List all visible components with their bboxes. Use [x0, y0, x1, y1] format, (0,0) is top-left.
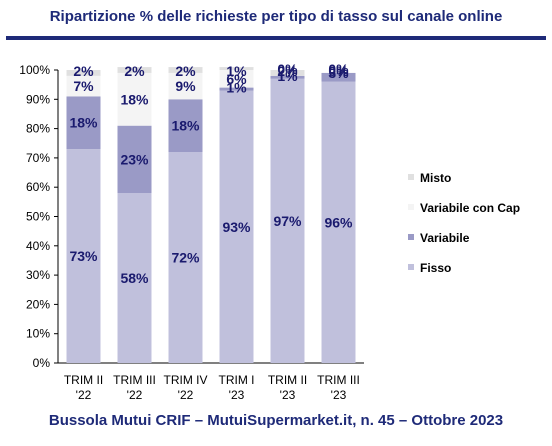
chart-title: Ripartizione % delle richieste per tipo … — [49, 8, 503, 25]
bar-fisso — [270, 78, 305, 363]
bar-misto — [270, 70, 305, 76]
data-label: 2% — [124, 63, 145, 79]
title-rule — [6, 36, 546, 40]
x-tick-label: '23 — [331, 388, 347, 402]
bar-variabile — [270, 75, 305, 79]
bar-variabile-con-cap — [117, 72, 152, 126]
data-label: 6% — [226, 71, 247, 87]
bar-variabile — [321, 72, 356, 82]
data-label: 23% — [120, 151, 149, 167]
y-tick-label: 70% — [26, 151, 50, 165]
bar-fisso — [219, 90, 254, 363]
bar-variabile — [168, 99, 203, 153]
data-label: 0% — [328, 61, 349, 77]
legend-label: Variabile con Cap — [420, 201, 520, 215]
bar-variabile-con-cap — [66, 75, 101, 97]
y-tick-label: 10% — [26, 327, 50, 341]
legend-swatch — [408, 204, 414, 210]
bar-variabile — [219, 87, 254, 91]
y-tick-label: 60% — [26, 180, 50, 194]
bar-misto — [168, 67, 203, 73]
y-tick-label: 90% — [26, 92, 50, 106]
data-label: 72% — [171, 250, 200, 266]
bar-fisso — [321, 81, 356, 363]
y-tick-label: 40% — [26, 239, 50, 253]
data-label: 18% — [171, 118, 200, 134]
legend-label: Variabile — [420, 231, 470, 245]
data-label: 2% — [175, 63, 196, 79]
bar-variabile — [66, 96, 101, 150]
data-label: 7% — [73, 78, 94, 94]
y-tick-label: 80% — [26, 122, 50, 136]
x-tick-label: TRIM I — [219, 373, 255, 387]
data-label: 18% — [120, 91, 149, 107]
y-tick-label: 100% — [19, 63, 50, 77]
data-label: 73% — [69, 248, 98, 264]
data-label: 2% — [73, 63, 94, 79]
data-label: 2% — [277, 63, 298, 79]
data-label: 0% — [277, 61, 298, 77]
data-label: 1% — [226, 80, 247, 96]
legend-swatch — [408, 234, 414, 240]
x-tick-label: '23 — [280, 388, 296, 402]
bar-misto — [219, 67, 254, 70]
bar-misto — [117, 67, 152, 73]
data-label: 93% — [222, 219, 251, 235]
x-tick-label: TRIM III — [317, 373, 360, 387]
bar-misto — [66, 70, 101, 76]
data-label: 58% — [120, 270, 149, 286]
data-label: 96% — [324, 214, 353, 230]
data-label: 9% — [175, 78, 196, 94]
y-tick-label: 0% — [33, 356, 51, 370]
x-tick-label: '22 — [178, 388, 194, 402]
y-tick-label: 50% — [26, 210, 50, 224]
data-label: 18% — [69, 115, 98, 131]
data-label: 3% — [328, 65, 349, 81]
legend-label: Fisso — [420, 261, 451, 275]
bar-fisso — [168, 152, 203, 363]
legend-label: Misto — [420, 171, 451, 185]
bar-variabile-con-cap — [219, 70, 254, 88]
data-label: 97% — [273, 213, 302, 229]
data-label: 1% — [277, 68, 298, 84]
legend-swatch — [408, 264, 414, 270]
x-tick-label: TRIM II — [268, 373, 307, 387]
x-tick-label: TRIM IV — [164, 373, 208, 387]
bar-variabile-con-cap — [168, 72, 203, 100]
bar-variabile — [117, 125, 152, 194]
footer-source: Bussola Mutui CRIF – MutuiSupermarket.it… — [48, 412, 504, 429]
x-tick-label: TRIM II — [64, 373, 103, 387]
data-label: 0% — [328, 63, 349, 79]
x-tick-label: '22 — [76, 388, 92, 402]
data-label: 1% — [226, 63, 247, 79]
legend-swatch — [408, 174, 414, 180]
y-tick-label: 20% — [26, 297, 50, 311]
y-tick-label: 30% — [26, 268, 50, 282]
bar-fisso — [117, 193, 152, 363]
x-tick-label: '23 — [229, 388, 245, 402]
x-tick-label: '22 — [127, 388, 143, 402]
stacked-bar-chart: 0% 10% 20% 30% 40% 50% 60% 70% 80% 90% 100% 73% 18% 7… — [19, 61, 520, 402]
bar-fisso — [66, 149, 101, 363]
x-tick-label: TRIM III — [113, 373, 156, 387]
